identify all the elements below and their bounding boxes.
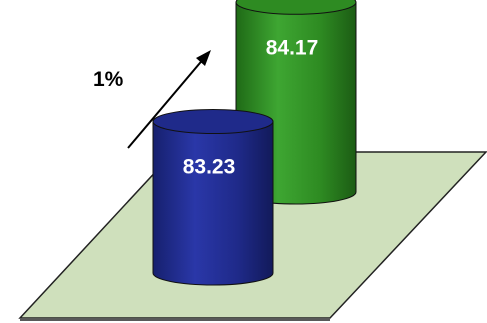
cylinder-bar-0: 83.23: [152, 109, 274, 286]
change-label: 1%: [93, 68, 124, 91]
change-arrow: [127, 56, 206, 149]
cylinder-body-0: [152, 121, 274, 286]
bars-layer: 84.17 83.23: [152, 0, 357, 286]
change-arrow-head: [196, 50, 211, 66]
value-label-1: 84.17: [266, 36, 319, 59]
cylinder-top-0: [152, 109, 274, 135]
value-label-0: 83.23: [183, 156, 236, 179]
change-annotation: 1%: [93, 50, 211, 149]
cylinder-top-1: [235, 0, 357, 15]
